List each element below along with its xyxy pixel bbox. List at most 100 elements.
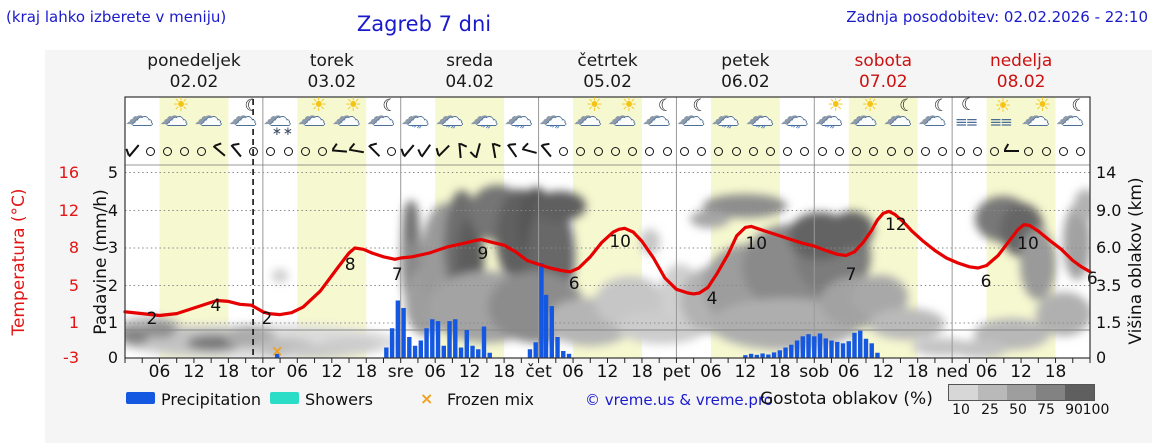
day-abbrev-label: ned (936, 362, 969, 382)
calm-wind-icon (955, 147, 965, 156)
wind-symbol (866, 143, 882, 159)
sun-glyph: ☀ (620, 94, 638, 116)
temperature-value-label: 8 (345, 255, 356, 275)
wind-symbol (1004, 143, 1020, 159)
precipitation-swatch (126, 392, 155, 404)
wind-symbol (711, 143, 727, 159)
wind-symbol (263, 143, 279, 159)
cloud-glyph: ☁ (1026, 106, 1049, 131)
temperature-value-label: 6 (981, 272, 992, 292)
wind-symbol (487, 142, 503, 159)
calm-wind-icon (886, 147, 896, 156)
cloud-glyph: ☁ (400, 102, 425, 130)
cloud-glyph: ☁ (779, 102, 804, 130)
temperature-value-label: 10 (1017, 234, 1039, 254)
cloud-glyph: ☁ (682, 106, 705, 131)
temp-tick-label: 8 (68, 238, 79, 257)
calm-wind-icon (714, 147, 724, 156)
day-name: četrtek (577, 51, 638, 71)
day-abbrev-label: sre (387, 362, 414, 382)
time-label: 12 (458, 362, 481, 382)
rain-glyph: ″″ (512, 123, 526, 140)
calm-wind-icon (386, 147, 396, 156)
wind-barb-icon (226, 140, 247, 161)
wind-barb-icon (520, 141, 538, 159)
calm-wind-icon (249, 147, 259, 156)
day-date: 05.02 (583, 72, 632, 92)
temperature-value-label: 2 (147, 309, 158, 329)
wind-symbol (349, 142, 365, 159)
weather-icon-moon-cloud: ☾ ☁ ☁ (642, 98, 676, 138)
calm-wind-icon (1076, 147, 1086, 156)
day-header-četrtek: četrtek 05.02 (539, 51, 677, 93)
showers-swatch (270, 392, 299, 404)
rain-glyph: ″″ (443, 123, 457, 140)
sun-glyph: ☀ (861, 94, 879, 116)
day-name: torek (309, 51, 354, 71)
cloud-glyph: ☁ (366, 102, 391, 130)
calm-wind-icon (766, 147, 775, 156)
day-date: 02.02 (169, 72, 219, 92)
copyright-link[interactable]: © vreme.us & vreme.pro (585, 391, 773, 409)
time-label: 06 (562, 362, 584, 382)
wind-symbol (539, 142, 555, 159)
day-header-ponedeljek: ponedeljek 02.02 (125, 51, 263, 93)
temperature-value-label: 2 (261, 309, 272, 329)
wind-symbol (246, 143, 262, 159)
cloud-glyph: ☁ (510, 106, 533, 131)
showers-legend-label: Showers (305, 390, 373, 409)
temperature-value-label: 9 (477, 244, 488, 264)
cloud-glyph: ☁ (469, 102, 494, 130)
cloud-glyph: ☁ (131, 106, 153, 131)
temperature-value-label: 6 (569, 274, 580, 294)
time-label: 18 (355, 362, 378, 382)
calm-wind-icon (1041, 147, 1051, 156)
time-label: 12 (320, 362, 343, 382)
wind-symbol (505, 143, 521, 159)
cloud-glyph: ☁ (228, 102, 253, 130)
calm-wind-icon (610, 147, 620, 156)
density-scale-segment (1007, 385, 1036, 400)
time-label: 12 (734, 362, 757, 382)
cloud-glyph: ☁ (331, 102, 356, 130)
precip-tick-label: 2 (107, 275, 118, 295)
cloud-tick-label: 6.0 (1096, 238, 1122, 257)
day-name: sreda (446, 51, 494, 71)
temperature-line (123, 209, 1092, 318)
wind-symbol (212, 142, 228, 159)
wind-symbol (849, 143, 865, 159)
cloud-glyph: ☁ (710, 102, 735, 130)
calm-wind-icon (300, 147, 310, 156)
cloud-glyph: ☁ (544, 106, 567, 131)
cloud-glyph: ☁ (538, 102, 563, 130)
temperature-value-label: 10 (609, 232, 631, 252)
calm-wind-icon (817, 147, 827, 156)
cloud-glyph: ☁ (820, 106, 843, 131)
time-label: 18 (906, 362, 929, 382)
cloud-glyph: ☁ (475, 106, 498, 131)
wind-symbol (918, 143, 934, 159)
cloud-density-legend-label: Gostota oblakov (%) (760, 389, 933, 409)
temperature-value-label: 12 (885, 215, 907, 235)
wind-symbol (332, 143, 348, 159)
moon-glyph: ☾ (899, 96, 915, 116)
cloud-glyph: ☁ (578, 106, 601, 131)
cloud-tick-label: 9.0 (1096, 200, 1122, 220)
calm-wind-icon (593, 147, 603, 156)
time-label: 12 (872, 362, 895, 382)
cloud-glyph: ☁ (883, 102, 908, 130)
cloud-glyph: ☁ (435, 102, 460, 130)
cloud-glyph: ☁ (372, 106, 395, 131)
time-label: 06 (700, 362, 722, 382)
density-tick-label: 50 (1009, 402, 1027, 418)
weather-icon-partly-sunny: ☀ ☁ ☁ (1021, 96, 1055, 138)
wind-symbol (124, 143, 142, 159)
weather-icon-rain: ☁ ☁ ″″ (469, 98, 504, 140)
precip-tick-label: 4 (107, 200, 118, 220)
wind-barb-icon (452, 142, 468, 159)
snow-glyph: ∗∗ (271, 124, 294, 138)
weather-icon-partly-sunny: ☀ ☁ ☁ (297, 96, 331, 138)
day-abbrev-label: tor (250, 362, 275, 382)
precip-tick-label: 1 (107, 313, 118, 332)
